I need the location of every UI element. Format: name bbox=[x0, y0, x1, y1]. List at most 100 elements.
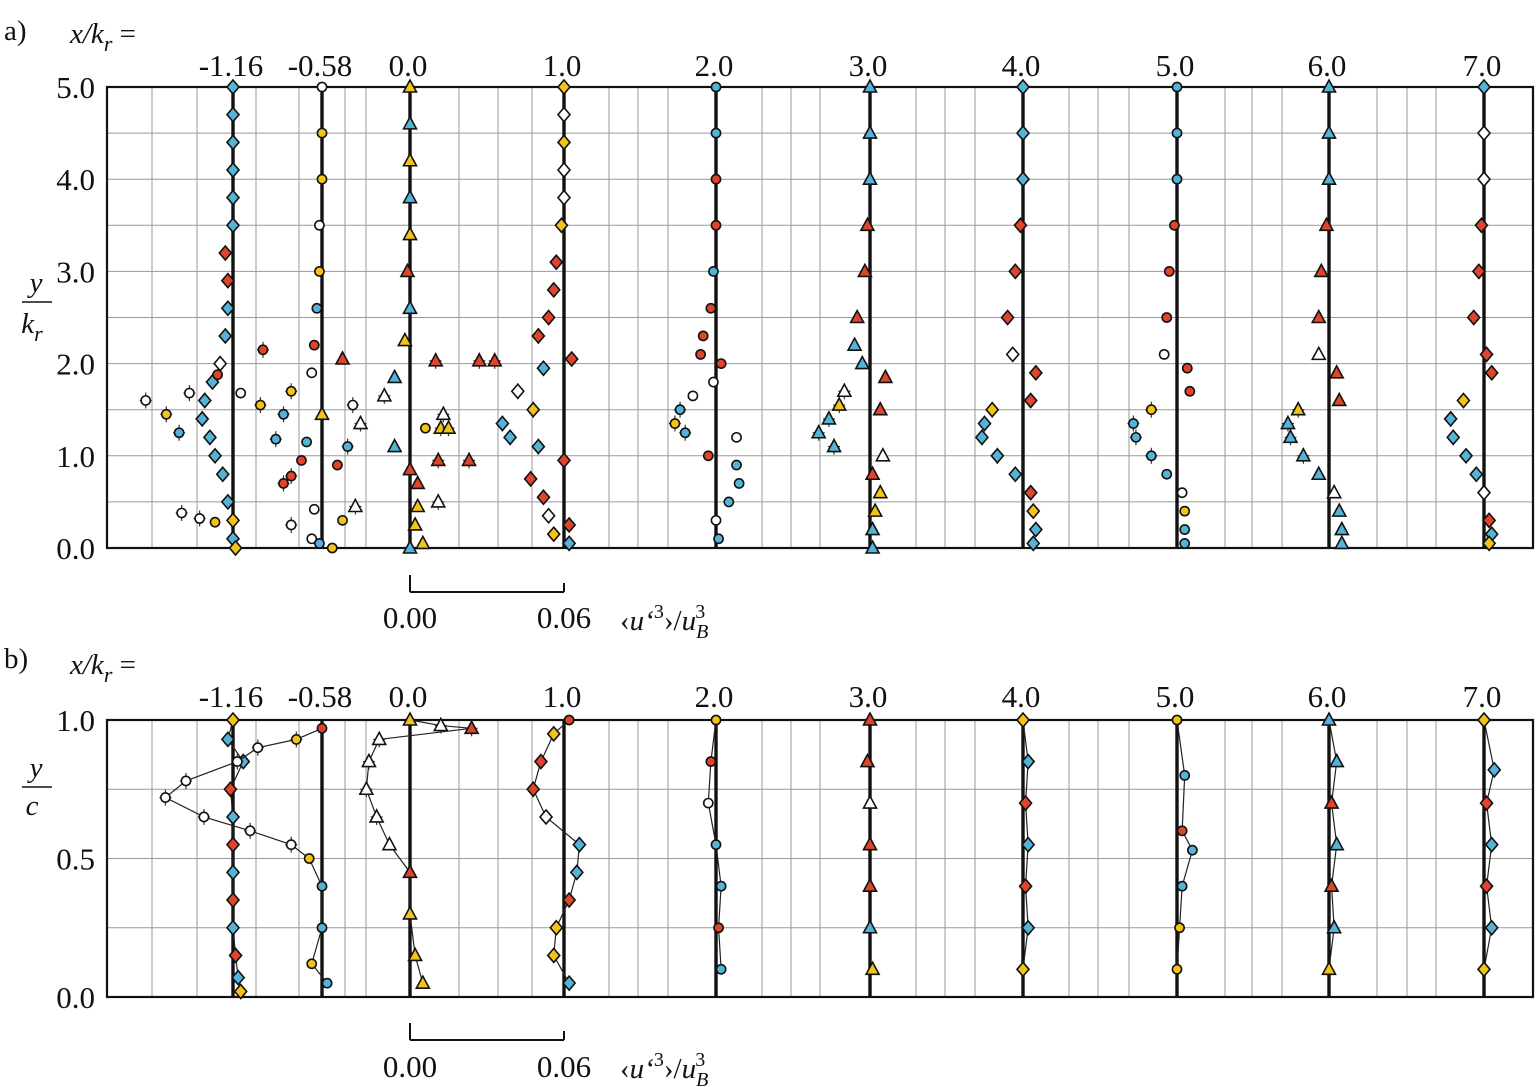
data-point-cyan-circle bbox=[1161, 468, 1173, 480]
data-point-white-triangle bbox=[1326, 484, 1342, 499]
data-point-cyan-triangle bbox=[1321, 711, 1337, 726]
data-point-white-diamond bbox=[1005, 346, 1020, 363]
data-point-red-diamond bbox=[546, 281, 561, 299]
station-label: -1.16 bbox=[199, 679, 264, 714]
data-point-red-circle bbox=[705, 756, 717, 767]
data-point-yellow-diamond bbox=[546, 525, 561, 543]
profile-7.0 bbox=[1476, 711, 1502, 978]
data-point-cyan-triangle bbox=[1295, 447, 1312, 462]
data-point-cyan-diamond bbox=[1021, 753, 1036, 770]
data-point-cyan-diamond bbox=[977, 415, 992, 432]
station-label: 5.0 bbox=[1156, 679, 1195, 714]
data-point-red-triangle bbox=[402, 863, 418, 879]
data-point-red-circle bbox=[1181, 362, 1193, 374]
data-point-yellow-diamond bbox=[554, 217, 569, 234]
data-point-yellow-triangle bbox=[402, 711, 418, 726]
data-point-cyan-diamond bbox=[225, 919, 241, 936]
station-label: 4.0 bbox=[1002, 679, 1041, 714]
data-point-yellow-triangle bbox=[414, 534, 431, 550]
data-point-cyan-circle bbox=[1171, 81, 1183, 93]
profile-6.0 bbox=[1321, 711, 1345, 976]
data-point-white-circle bbox=[160, 792, 171, 803]
data-point-white-circle bbox=[176, 507, 188, 519]
y-tick-label: 0.0 bbox=[56, 980, 95, 1015]
data-point-red-circle bbox=[331, 459, 343, 471]
data-point-cyan-circle bbox=[342, 441, 354, 452]
data-point-cyan-circle bbox=[1171, 173, 1183, 185]
data-point-red-circle bbox=[285, 470, 297, 482]
data-point-yellow-triangle bbox=[1321, 960, 1337, 976]
data-point-white-circle bbox=[231, 756, 243, 767]
data-point-white-circle bbox=[708, 376, 719, 388]
data-point-cyan-diamond bbox=[562, 974, 577, 992]
data-point-white-triangle bbox=[430, 493, 447, 508]
data-point-white-circle bbox=[285, 839, 297, 851]
data-point-red-circle bbox=[710, 173, 722, 185]
y-tick-label: 1.0 bbox=[56, 703, 95, 738]
data-point-cyan-diamond bbox=[1008, 466, 1023, 483]
data-point-red-diamond bbox=[220, 272, 235, 289]
profile-6.0 bbox=[1280, 78, 1350, 550]
data-point-yellow-diamond bbox=[228, 539, 243, 557]
y-tick-label: 1.0 bbox=[56, 439, 95, 474]
data-point-yellow-circle bbox=[1171, 714, 1183, 726]
data-point-red-diamond bbox=[1028, 364, 1043, 382]
data-point-red-diamond bbox=[1008, 263, 1023, 280]
profile-connector-line bbox=[365, 719, 472, 984]
data-point-cyan-diamond bbox=[536, 359, 551, 377]
scale-bar-quantity: ‹u‘3›/uB3 bbox=[620, 1049, 708, 1087]
data-point-red-diamond bbox=[1013, 217, 1028, 234]
profile-2.0 bbox=[668, 81, 745, 545]
data-point-cyan-diamond bbox=[225, 134, 241, 151]
data-point-cyan-triangle bbox=[1326, 919, 1342, 934]
data-point-red-diamond bbox=[541, 309, 556, 326]
data-point-yellow-circle bbox=[710, 714, 722, 726]
scale-bar-max-label: 0.06 bbox=[537, 600, 591, 635]
data-point-white-triangle bbox=[1310, 345, 1327, 361]
data-point-red-diamond bbox=[1479, 877, 1494, 895]
data-point-cyan-circle bbox=[710, 81, 722, 93]
data-point-cyan-circle bbox=[1127, 418, 1139, 429]
profile--0.58 bbox=[254, 81, 369, 554]
profile--0.58 bbox=[159, 722, 333, 989]
data-point-yellow-diamond bbox=[1015, 711, 1031, 729]
data-point-red-circle bbox=[705, 302, 717, 314]
data-point-yellow-circle bbox=[303, 853, 315, 864]
data-point-red-triangle bbox=[1331, 391, 1348, 407]
data-point-red-triangle bbox=[862, 877, 878, 893]
data-point-white-triangle bbox=[874, 447, 891, 462]
station-label: 1.0 bbox=[543, 48, 582, 83]
data-point-red-diamond bbox=[1482, 512, 1497, 529]
data-point-red-triangle bbox=[1323, 794, 1340, 809]
data-point-yellow-triangle bbox=[414, 974, 431, 989]
data-point-cyan-circle bbox=[1179, 524, 1191, 535]
data-point-cyan-diamond bbox=[1015, 124, 1031, 142]
data-point-cyan-triangle bbox=[402, 539, 418, 554]
data-point-yellow-diamond bbox=[556, 78, 572, 96]
data-point-yellow-triangle bbox=[402, 225, 418, 241]
data-point-red-diamond bbox=[228, 947, 243, 964]
data-point-yellow-diamond bbox=[985, 401, 1000, 418]
data-point-cyan-diamond bbox=[225, 161, 241, 179]
data-point-yellow-diamond bbox=[1456, 392, 1471, 409]
data-point-red-diamond bbox=[526, 781, 541, 798]
station-label: -0.58 bbox=[288, 48, 353, 83]
data-point-cyan-triangle bbox=[1321, 170, 1337, 185]
station-label: 3.0 bbox=[849, 48, 888, 83]
data-point-cyan-diamond bbox=[202, 429, 217, 446]
data-point-red-triangle bbox=[427, 352, 444, 367]
data-point-cyan-diamond bbox=[1469, 466, 1484, 483]
data-point-yellow-diamond bbox=[225, 512, 241, 529]
data-point-yellow-diamond bbox=[233, 983, 248, 1000]
data-point-red-diamond bbox=[1023, 484, 1038, 501]
data-point-white-circle bbox=[314, 219, 325, 231]
data-point-white-circle bbox=[687, 390, 699, 402]
data-point-cyan-triangle bbox=[810, 424, 827, 439]
data-point-cyan-diamond bbox=[225, 864, 241, 881]
data-point-white-circle bbox=[347, 399, 359, 411]
profile-7.0 bbox=[1443, 78, 1499, 552]
data-point-red-circle bbox=[308, 339, 320, 351]
data-point-cyan-triangle bbox=[386, 437, 403, 453]
data-point-white-triangle bbox=[358, 780, 375, 796]
